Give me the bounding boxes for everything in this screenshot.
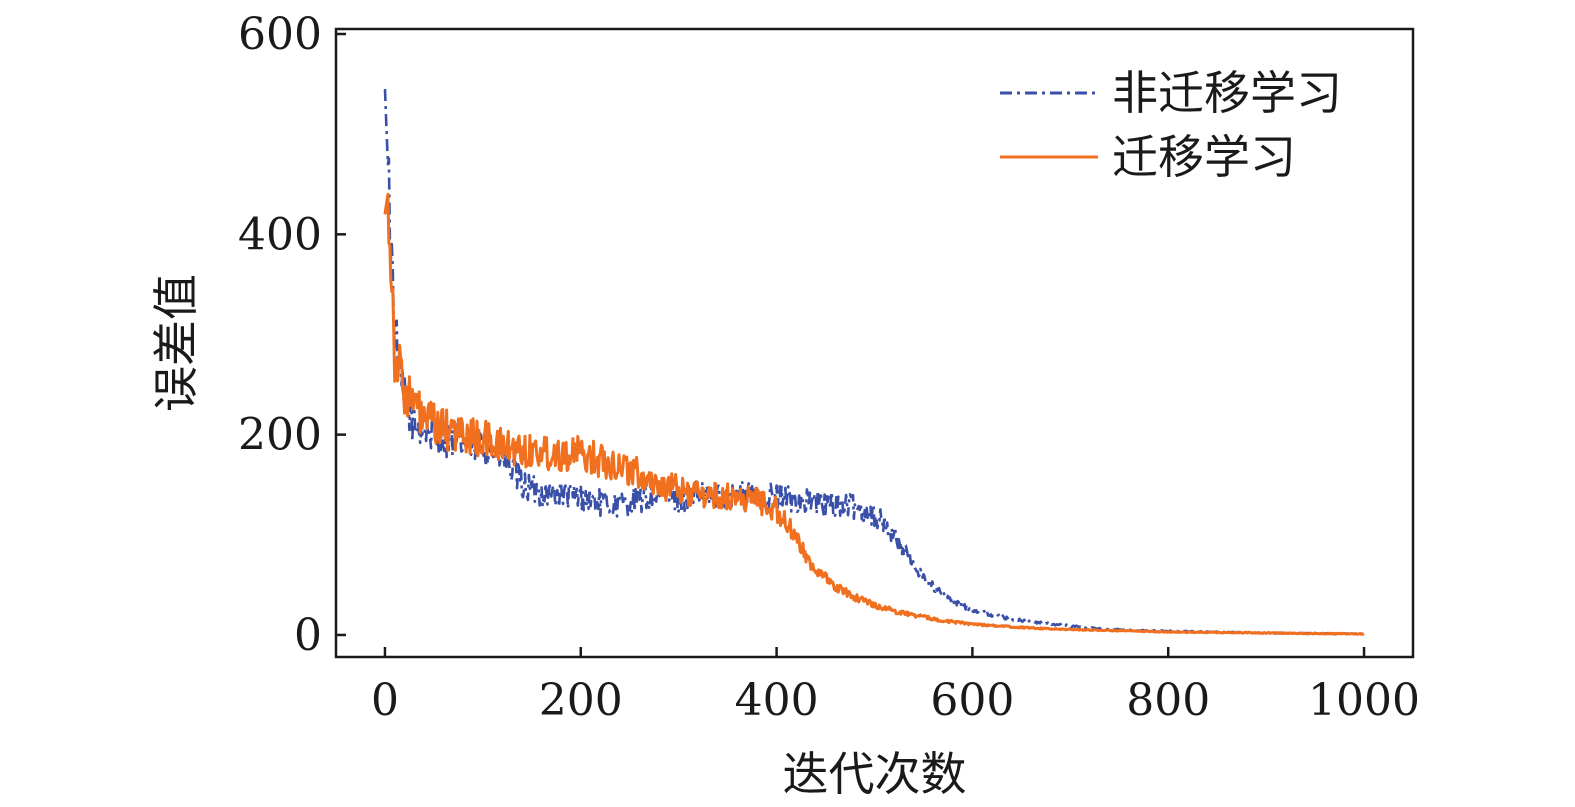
legend-label-1: 非迁移学习 [1112,66,1342,120]
x-tick-label: 400 [735,675,819,726]
x-axis-ticks: 0 200 400 600 800 1000 [371,647,1420,726]
x-axis-label: 迭代次数 [783,747,967,801]
x-tick-label: 600 [930,675,1014,726]
y-tick-label: 600 [238,9,322,60]
y-axis-label: 误差值 [149,274,203,412]
y-tick-label: 0 [294,610,322,661]
series-line-2 [383,192,1365,636]
plot-frame [334,27,1415,659]
x-tick-label: 1000 [1308,675,1420,726]
y-axis-ticks: 0 200 400 600 [238,9,346,661]
legend-label-2: 迁移学习 [1112,130,1296,184]
y-tick-label: 200 [238,410,322,461]
y-tick-label: 400 [238,209,322,260]
x-tick-label: 800 [1126,675,1210,726]
x-tick-label: 200 [539,675,623,726]
x-tick-label: 0 [371,675,399,726]
series-layer [383,89,1365,636]
